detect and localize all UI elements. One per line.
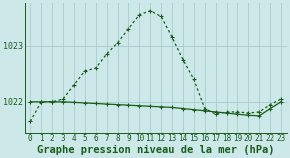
X-axis label: Graphe pression niveau de la mer (hPa): Graphe pression niveau de la mer (hPa) bbox=[37, 145, 274, 155]
